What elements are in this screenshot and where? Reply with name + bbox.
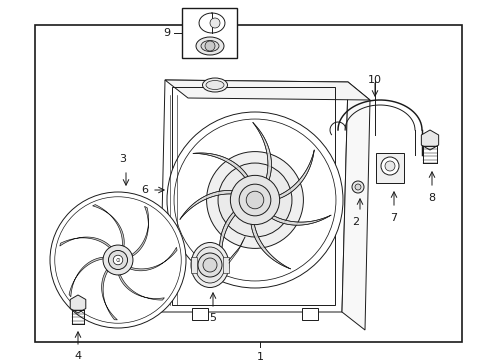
- Ellipse shape: [202, 78, 227, 92]
- Polygon shape: [102, 270, 117, 320]
- Circle shape: [218, 163, 291, 237]
- Circle shape: [230, 175, 279, 225]
- Ellipse shape: [195, 247, 224, 283]
- Text: 5: 5: [209, 313, 216, 323]
- Polygon shape: [219, 208, 239, 271]
- Ellipse shape: [196, 37, 224, 55]
- Polygon shape: [69, 257, 103, 297]
- Polygon shape: [252, 123, 271, 185]
- Text: 2: 2: [352, 217, 359, 227]
- Circle shape: [384, 161, 394, 171]
- Polygon shape: [341, 82, 369, 330]
- Polygon shape: [266, 213, 330, 225]
- Circle shape: [206, 152, 303, 248]
- Text: 7: 7: [389, 213, 397, 223]
- Circle shape: [354, 184, 360, 190]
- Text: 6: 6: [141, 185, 148, 195]
- Polygon shape: [130, 247, 177, 271]
- Text: 9: 9: [163, 28, 170, 38]
- Circle shape: [167, 112, 342, 288]
- Bar: [192, 308, 207, 320]
- Text: 8: 8: [427, 193, 435, 203]
- Circle shape: [245, 191, 263, 209]
- Circle shape: [204, 41, 215, 51]
- Circle shape: [209, 18, 220, 28]
- Text: ⊙: ⊙: [116, 257, 120, 262]
- Circle shape: [198, 253, 222, 277]
- Circle shape: [113, 255, 122, 265]
- Polygon shape: [118, 275, 164, 300]
- Polygon shape: [250, 219, 290, 269]
- Text: 4: 4: [74, 351, 81, 360]
- Circle shape: [203, 258, 217, 272]
- Circle shape: [103, 245, 133, 275]
- Polygon shape: [160, 80, 347, 312]
- Polygon shape: [60, 237, 111, 248]
- Bar: [182, 8, 237, 58]
- Bar: [375, 153, 403, 183]
- Polygon shape: [92, 204, 124, 246]
- Polygon shape: [193, 153, 250, 182]
- Polygon shape: [274, 150, 314, 200]
- Circle shape: [239, 184, 270, 216]
- Text: 1: 1: [256, 352, 263, 360]
- Ellipse shape: [201, 40, 219, 51]
- Circle shape: [50, 192, 185, 328]
- Polygon shape: [164, 80, 369, 100]
- Bar: [172, 87, 334, 305]
- Text: 10: 10: [367, 75, 381, 85]
- Circle shape: [380, 157, 398, 175]
- Circle shape: [351, 181, 363, 193]
- Polygon shape: [132, 206, 148, 256]
- Bar: [302, 308, 317, 320]
- Bar: [35, 25, 461, 342]
- Bar: [191, 257, 197, 273]
- Text: 3: 3: [119, 154, 126, 164]
- Polygon shape: [180, 190, 237, 219]
- Ellipse shape: [191, 243, 228, 288]
- Bar: [223, 257, 228, 273]
- Ellipse shape: [205, 81, 224, 90]
- Circle shape: [108, 251, 127, 270]
